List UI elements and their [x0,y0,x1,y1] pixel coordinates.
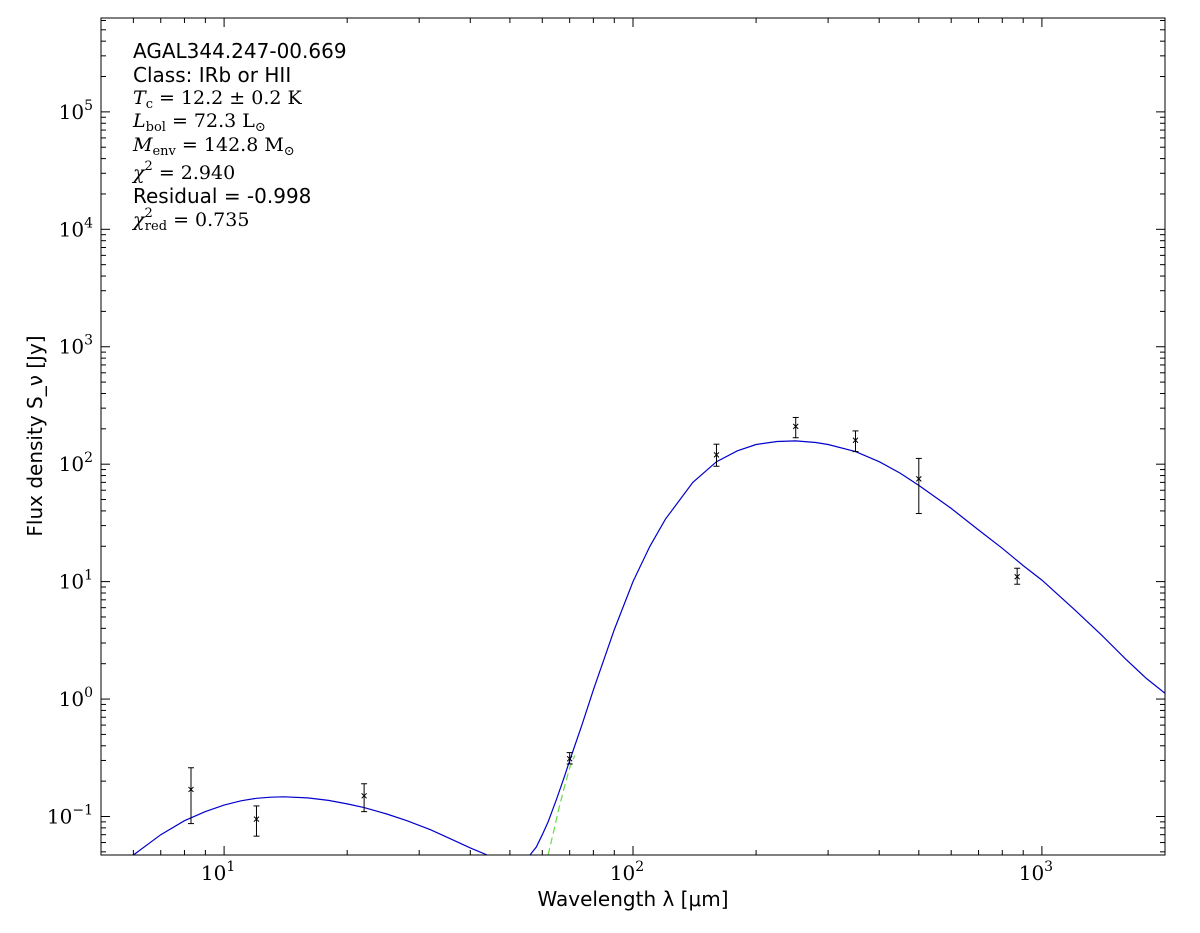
data-point [915,457,922,515]
data-point [713,443,720,467]
model-curve-2 [529,440,1165,855]
data-point [852,430,859,453]
y-tick-label: 100 [59,685,93,711]
y-tick-label: 103 [59,333,93,359]
tc-label: Tc = 12.2 ± 0.2 K [133,87,303,112]
x-tick-label: 103 [1019,859,1053,885]
y-tick-label: 105 [59,98,93,124]
model-curve-1 [133,796,488,855]
plot-frame [100,17,1166,856]
lbol-label: Lbol = 72.3 L⊙ [132,110,266,135]
residual-label: Residual = -0.998 [133,184,311,208]
model-curve-3 [547,755,576,855]
data-point [792,416,799,439]
data-point [1014,567,1021,585]
x-axis-label: Wavelength λ [μm] [537,887,728,911]
y-tick-label: 10−1 [47,802,93,828]
x-tick-label: 102 [610,859,644,885]
y-axis-label: Flux density S_ν [Jy] [23,335,47,536]
data-point [566,752,573,765]
y-tick-label: 104 [59,215,93,241]
y-tick-label: 101 [59,568,93,594]
data-point [361,783,368,813]
source-name: AGAL344.247-00.669 [133,39,347,63]
data-point [253,805,260,837]
chi2red-label: χ2 red = 0.735 [131,206,249,234]
x-tick-label: 101 [201,859,235,885]
class-label: Class: IRb or HII [133,63,291,87]
annotation-block: AGAL344.247-00.669 Class: IRb or HII Tc … [131,39,347,234]
menv-label: Menv = 142.8 M⊙ [132,134,295,159]
chi2-label: χ2 = 2.940 [131,159,235,184]
data-point [188,767,195,825]
y-tick-label: 102 [59,450,93,476]
